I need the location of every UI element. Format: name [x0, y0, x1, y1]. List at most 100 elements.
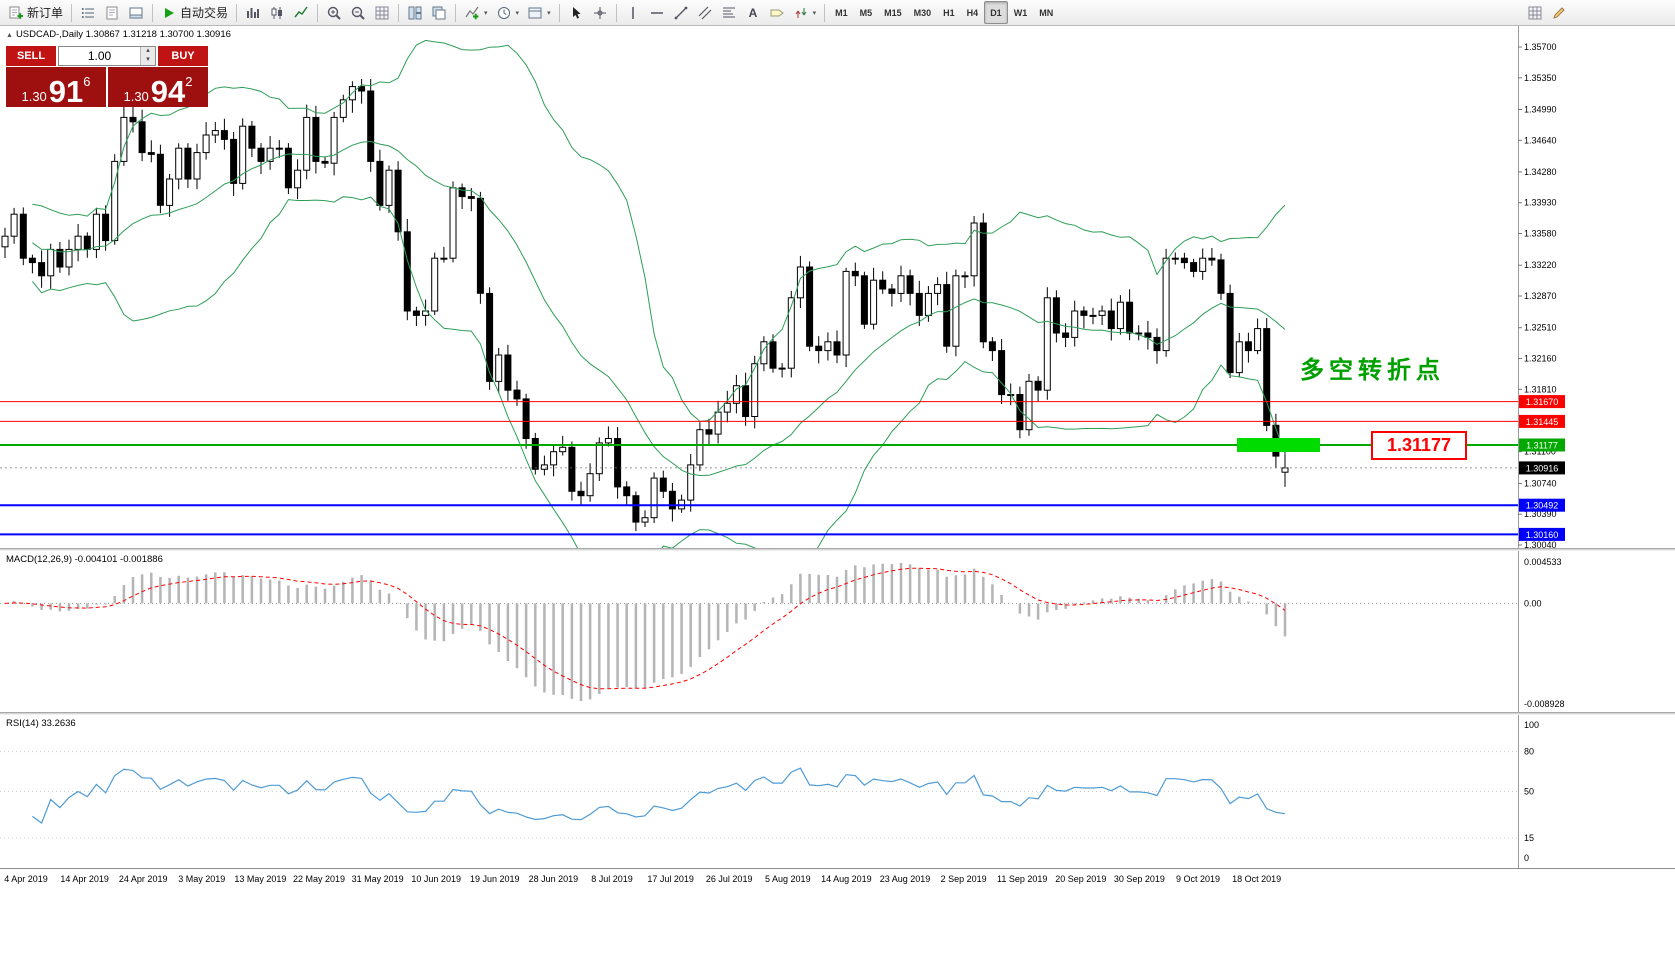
toolbar-button-label: M5 [859, 7, 873, 18]
tf-m30-button[interactable]: M30 [908, 1, 938, 24]
trendline-button[interactable] [669, 1, 693, 24]
tf-m15-button[interactable]: M15 [878, 1, 908, 24]
collapse-chart-icon[interactable]: ▲ [6, 32, 13, 39]
chart-grid-button[interactable] [1523, 1, 1547, 24]
horizontal-line-button[interactable] [645, 1, 669, 24]
tf-m1-button[interactable]: M1 [829, 1, 854, 24]
time-axis-label: 5 Aug 2019 [765, 874, 811, 884]
dropdown-caret-icon: ▾ [812, 9, 817, 17]
bar-chart-button[interactable] [241, 1, 265, 24]
sell-price-big: 91 [48, 73, 84, 109]
volume-spinner: ▴ ▾ [140, 47, 155, 65]
svg-text:1.31177: 1.31177 [1387, 435, 1451, 455]
data-window-button[interactable] [100, 1, 124, 24]
volume-down-button[interactable]: ▾ [141, 56, 155, 65]
rsi-panel[interactable]: 100 80 50 15 0 RSI(14) 33.2636 [0, 715, 1675, 868]
svg-text:1.32510: 1.32510 [1524, 323, 1557, 333]
buy-price-button[interactable]: 1.30 94 2 [108, 67, 208, 107]
periods-button[interactable]: ▾ [492, 1, 524, 24]
cascade-windows-button[interactable] [427, 1, 451, 24]
cascade-icon [431, 5, 447, 21]
volume-up-button[interactable]: ▴ [141, 47, 155, 56]
zoom-out-button[interactable] [346, 1, 370, 24]
hline-icon [649, 5, 665, 21]
svg-text:0: 0 [1524, 853, 1529, 863]
buy-price-sup: 2 [185, 74, 193, 89]
buy-price-small: 1.30 [123, 88, 149, 104]
macd-chart[interactable]: 0.004533 0.00 -0.008928 [0, 551, 1675, 712]
toolbar-button-label: M15 [884, 7, 902, 18]
new-order-button[interactable]: 新订单 [4, 1, 67, 24]
volume-input[interactable]: 1.00 ▴ ▾ [58, 46, 156, 66]
grid-icon [1527, 5, 1543, 21]
time-axis-label: 20 Sep 2019 [1055, 874, 1107, 884]
terminal-button[interactable] [124, 1, 148, 24]
tf-m5-button[interactable]: M5 [854, 1, 879, 24]
macd-axis-labels: 0.004533 0.00 -0.008928 [1524, 557, 1565, 709]
time-axis-label: 28 Jun 2019 [528, 874, 579, 884]
templates-button[interactable]: ▾ [523, 1, 555, 24]
symbol-info: ▲ USDCAD-,Daily 1.30867 1.31218 1.30700 1… [6, 29, 231, 40]
indicators-button[interactable]: ▾ [460, 1, 492, 24]
support-highlight-rect[interactable] [1237, 438, 1320, 452]
macd-histogram [12, 563, 1287, 701]
fibonacci-button[interactable] [717, 1, 741, 24]
buy-button[interactable]: BUY [158, 46, 208, 66]
annotation-text[interactable]: 多空转折点 [1300, 356, 1445, 384]
sell-price-small: 1.30 [21, 88, 47, 104]
label-icon [769, 5, 785, 21]
terminal-icon [128, 5, 144, 21]
candlestick-chart-button[interactable] [265, 1, 289, 24]
macd-label: MACD(12,26,9) -0.004101 -0.001886 [6, 554, 163, 565]
grid-button[interactable] [370, 1, 394, 24]
tf-w1-button[interactable]: W1 [1008, 1, 1034, 24]
tf-mn-button[interactable]: MN [1033, 1, 1059, 24]
bars-icon [245, 5, 261, 21]
tf-h4-button[interactable]: H4 [961, 1, 985, 24]
vertical-line-button[interactable] [621, 1, 645, 24]
svg-text:100: 100 [1524, 720, 1539, 730]
rsi-axis-labels: 100 80 50 15 0 [1524, 720, 1539, 863]
sell-button[interactable]: SELL [6, 46, 56, 66]
time-axis-label: 11 Sep 2019 [996, 874, 1048, 884]
bollinger-upper-band [32, 39, 1286, 422]
bollinger-lower-band [32, 196, 1286, 548]
line-chart-button[interactable] [289, 1, 313, 24]
svg-text:1.32160: 1.32160 [1524, 354, 1557, 364]
crosshair-button[interactable] [588, 1, 612, 24]
price-chart-panel[interactable]: 1.35700 1.35350 1.34990 1.34640 1.34280 1.339… [0, 26, 1675, 548]
macd-panel[interactable]: 0.004533 0.00 -0.008928 MACD(12,26,9) -0.0… [0, 551, 1675, 712]
channel-button[interactable] [693, 1, 717, 24]
zoomout-icon [350, 5, 366, 21]
tile-windows-button[interactable] [403, 1, 427, 24]
text-button[interactable]: A [741, 1, 765, 24]
time-axis-label: 14 Apr 2019 [60, 874, 109, 884]
toolbar-button-label: D1 [990, 7, 1002, 18]
toolbar-separator [398, 3, 400, 22]
tf-d1-button[interactable]: D1 [984, 1, 1008, 24]
price-label-box[interactable]: 1.31177 [1371, 431, 1467, 460]
rsi-chart[interactable]: 100 80 50 15 0 [0, 715, 1675, 868]
panel-separator[interactable] [0, 548, 1675, 551]
fib-icon [721, 5, 737, 21]
arrows-button[interactable]: ▾ [789, 1, 821, 24]
list-icon [80, 5, 96, 21]
channel-icon [697, 5, 713, 21]
panel-separator[interactable] [0, 712, 1675, 715]
price-tag: 1.31445 [1519, 414, 1565, 428]
symbol-info-text: USDCAD-,Daily 1.30867 1.31218 1.30700 1.… [15, 29, 231, 40]
tf-h1-button[interactable]: H1 [937, 1, 961, 24]
autotrading-button[interactable]: 自动交易 [157, 1, 232, 24]
svg-text:1.33220: 1.33220 [1524, 260, 1557, 270]
time-axis-label: 2 Sep 2019 [940, 874, 987, 884]
edit-button[interactable] [1547, 1, 1571, 24]
text-icon: A [745, 5, 761, 21]
toolbar-separator [152, 3, 154, 22]
cursor-button[interactable] [564, 1, 588, 24]
label-button[interactable] [765, 1, 789, 24]
zoom-in-button[interactable] [322, 1, 346, 24]
price-chart[interactable]: 1.35700 1.35350 1.34990 1.34640 1.34280 1.339… [0, 26, 1675, 548]
sell-price-button[interactable]: 1.30 91 6 [6, 67, 106, 107]
time-axis[interactable]: 4 Apr 2019 14 Apr 2019 24 Apr 2019 3 May 20… [0, 868, 1675, 890]
market-watch-button[interactable] [76, 1, 100, 24]
